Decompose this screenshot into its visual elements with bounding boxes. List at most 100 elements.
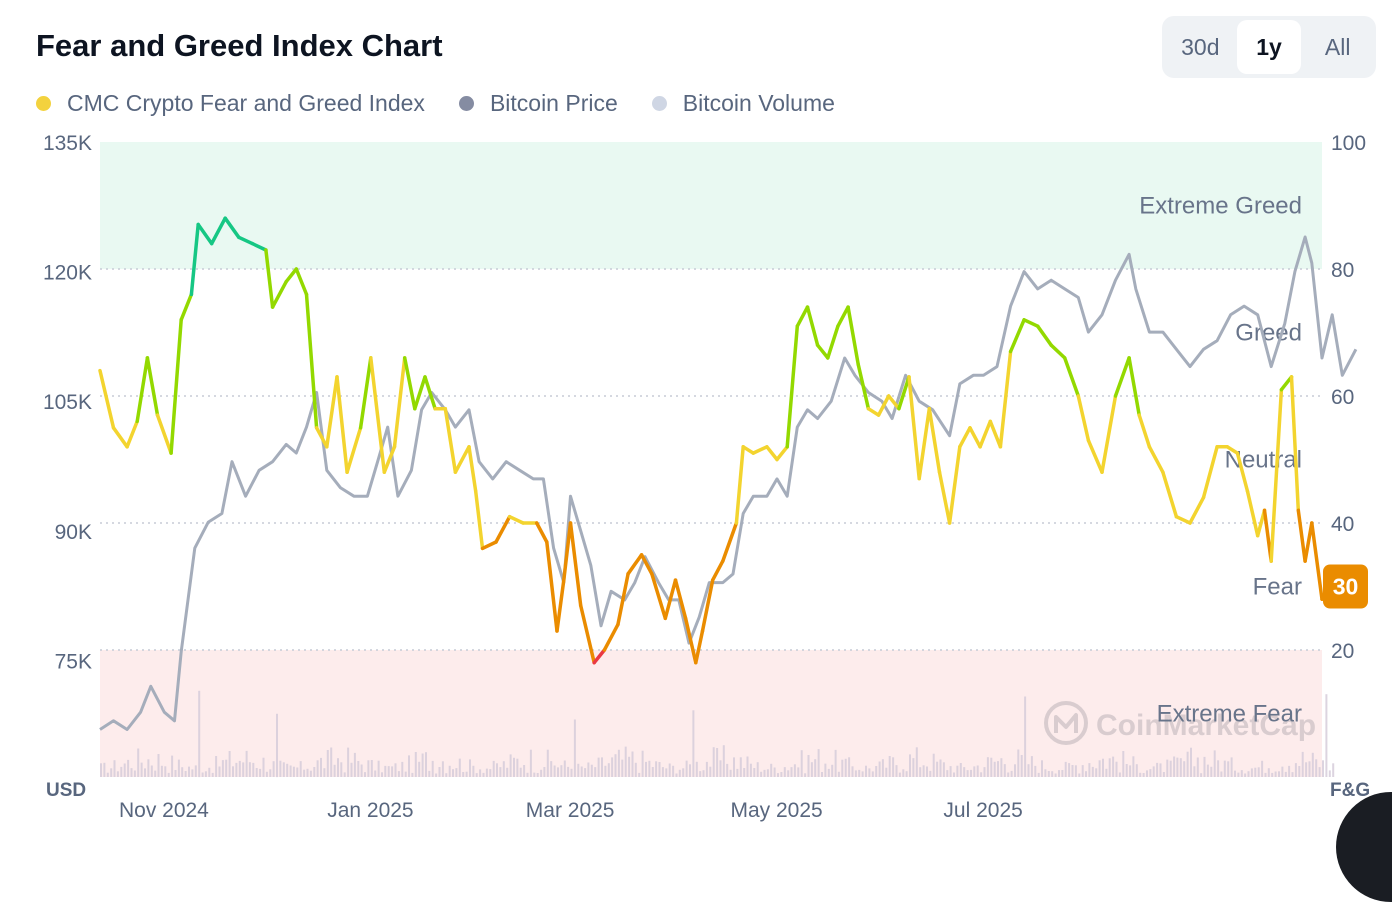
volume-bar [316, 760, 319, 777]
volume-bar [1112, 756, 1115, 777]
volume-bar [709, 766, 712, 777]
fear-greed-segment [382, 445, 397, 474]
volume-bar [1041, 760, 1043, 777]
range-tab-1y[interactable]: 1y [1236, 20, 1302, 74]
range-tab-all[interactable]: All [1324, 33, 1351, 60]
fear-greed-segment [250, 241, 268, 252]
fear-greed-segment [284, 267, 299, 284]
fear-greed-segment [467, 445, 478, 494]
volume-bar [557, 767, 559, 777]
volume-bar [1305, 762, 1308, 777]
right-axis-tick-label: 80 [1331, 259, 1354, 282]
fear-greed-segment [866, 406, 881, 417]
volume-bar [529, 749, 532, 777]
volume-bar [898, 772, 901, 777]
volume-bar [1068, 763, 1071, 777]
volume-bar [221, 760, 224, 777]
fear-greed-segment [775, 445, 789, 462]
fear-greed-segment [927, 406, 942, 474]
volume-bar [140, 762, 143, 777]
legend-item-bitcoin-price[interactable]: Bitcoin Price [458, 90, 618, 117]
fear-greed-segment [1100, 394, 1118, 474]
volume-bar [1210, 766, 1213, 777]
volume-bar [208, 767, 211, 777]
volume-bar [699, 771, 702, 777]
volume-bar [821, 772, 823, 777]
volume-bar [513, 757, 515, 777]
volume-bar [766, 769, 769, 777]
volume-bar [428, 770, 431, 777]
volume-bar [441, 761, 444, 777]
volume-bar [953, 772, 955, 777]
fear-greed-segment [988, 419, 1003, 449]
fear-greed-segment [534, 521, 549, 544]
volume-bar [174, 770, 177, 777]
fear-greed-segment [169, 318, 183, 455]
volume-bar [909, 754, 911, 777]
fear-greed-segment [237, 235, 255, 246]
volume-bar [1294, 763, 1297, 777]
volume-bar [705, 761, 708, 777]
volume-bar [154, 770, 157, 777]
volume-bar [1301, 751, 1304, 777]
volume-bar [113, 760, 116, 777]
extreme-greed-zone [100, 142, 1322, 269]
volume-bar [1203, 756, 1206, 777]
fear-greed-segment [626, 553, 644, 576]
fear-greed-segment [795, 305, 810, 328]
fear-greed-segment [402, 356, 417, 411]
volume-bar [391, 766, 394, 777]
volume-bar [746, 756, 749, 777]
volume-bar [601, 757, 603, 777]
page-title: Fear and Greed Index Chart [36, 28, 443, 63]
volume-bar [1237, 772, 1240, 777]
volume-bar [682, 768, 685, 777]
left-axis-tick-label: 120K [43, 262, 92, 285]
volume-bar [235, 762, 238, 777]
volume-bar [1014, 764, 1016, 777]
volume-bar [171, 755, 174, 777]
fear-greed-segment [1113, 356, 1131, 398]
volume-bar [282, 762, 285, 777]
volume-bar [1047, 771, 1050, 777]
volume-bar [1318, 767, 1321, 777]
volume-bar [448, 765, 451, 777]
fear-greed-segment [968, 426, 982, 449]
volume-bar [719, 760, 722, 777]
volume-bar [946, 770, 949, 777]
volume-bar [1085, 771, 1087, 777]
volume-bar [177, 759, 180, 777]
volume-bar [1254, 767, 1257, 777]
volume-bar [445, 773, 448, 777]
volume-bar [482, 772, 485, 777]
volume-bar [1139, 772, 1142, 777]
volume-bar [739, 757, 742, 777]
volume-bar [116, 771, 119, 777]
volume-bar [519, 767, 522, 777]
volume-bar [749, 763, 752, 777]
volume-bar [702, 770, 705, 777]
legend-item-fear-greed[interactable]: CMC Crypto Fear and Greed Index [36, 90, 425, 117]
volume-bar [1291, 772, 1294, 777]
legend-dot-fear-greed [36, 96, 51, 111]
fear-greed-segment [815, 343, 830, 360]
volume-bar [306, 768, 309, 777]
fear-greed-segment [189, 222, 200, 297]
volume-bar [1027, 764, 1030, 777]
volume-bar [289, 765, 292, 777]
volume-bar [1250, 768, 1253, 777]
coinmarketcap-watermark: CoinMarketCap [1044, 701, 1316, 745]
right-axis-tick-label: 20 [1331, 640, 1354, 663]
volume-bar [736, 768, 739, 777]
legend-item-bitcoin-volume[interactable]: Bitcoin Volume [651, 90, 835, 117]
volume-bar [942, 762, 945, 777]
fear-greed-chart: CoinMarketCap Extreme GreedGreedNeutralF… [43, 132, 1370, 822]
fear-greed-segment [602, 622, 620, 652]
volume-bar [265, 771, 268, 777]
fear-greed-segment [765, 445, 779, 462]
volume-bar [1054, 773, 1057, 777]
volume-bar [367, 760, 370, 777]
range-tab-30d[interactable]: 30d [1181, 33, 1220, 60]
volume-bar [1315, 759, 1318, 777]
volume-bar [777, 773, 779, 777]
